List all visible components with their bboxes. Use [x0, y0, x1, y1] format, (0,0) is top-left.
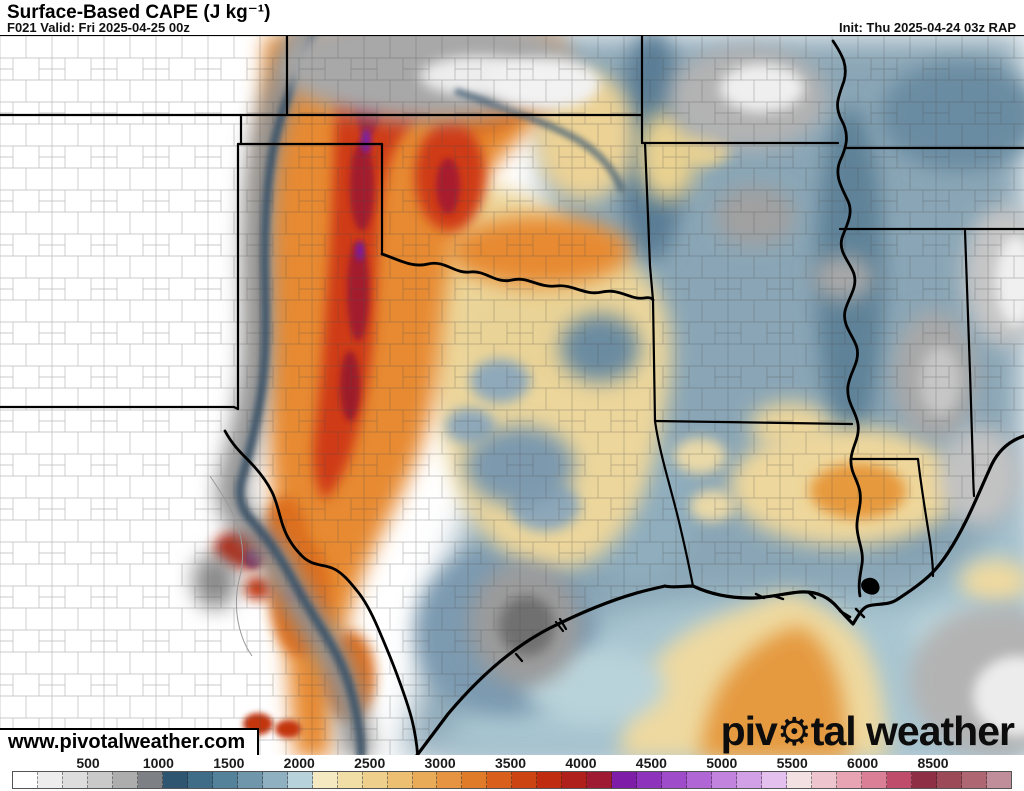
colorbar-cell [13, 772, 38, 788]
colorbar-cell [462, 772, 488, 788]
colorbar-cell [212, 772, 238, 788]
colorbar-cell [612, 772, 638, 788]
map-panel: www.pivotalweather.com piv⚙tal weather [0, 35, 1024, 757]
logo-text-suffix: tal weather [810, 708, 1015, 754]
colorbar-tick-label: 5500 [776, 755, 808, 771]
colorbar-tick-label: 2500 [354, 755, 386, 771]
colorbar-cell [162, 772, 188, 788]
colorbar-cell [787, 772, 812, 788]
header: Surface-Based CAPE (J kg⁻¹) F021 Valid: … [0, 0, 1024, 35]
colorbar-cell [337, 772, 363, 788]
colorbar-cell [112, 772, 138, 788]
colorbar-cell [237, 772, 263, 788]
forecast-valid-label: F021 Valid: Fri 2025-04-25 00z [7, 20, 190, 35]
colorbar-cell [137, 772, 163, 788]
colorbar-cell [512, 772, 538, 788]
colorbar-cell [986, 772, 1011, 788]
weather-map [0, 36, 1024, 756]
colorbar-cell [886, 772, 912, 788]
colorbar-cell [262, 772, 288, 788]
rivers [223, 39, 864, 756]
colorbar-cell [662, 772, 688, 788]
colorbar-cell [487, 772, 513, 788]
colorbar-tick-label: 5000 [706, 755, 738, 771]
colorbar-cell [62, 772, 88, 788]
colorbar-tick-label: 3000 [424, 755, 456, 771]
colorbar-cell [587, 772, 613, 788]
watermark: www.pivotalweather.com [0, 728, 260, 756]
colorbar-tick-label: 8500 [917, 755, 949, 771]
mississippi-river [831, 39, 864, 598]
colorbar-cell [687, 772, 713, 788]
gear-icon: ⚙ [776, 710, 812, 755]
page-title: Surface-Based CAPE (J kg⁻¹) [7, 2, 271, 23]
colorbar-cell [187, 772, 213, 788]
mexico-border [209, 475, 253, 657]
colorbar-tick-label: 500 [76, 755, 100, 771]
colorbar-cell [87, 772, 113, 788]
colorbar-cell [712, 772, 738, 788]
colorbar-tick-label: 6000 [847, 755, 879, 771]
colorbar-cell [911, 772, 937, 788]
colorbar-cell [762, 772, 788, 788]
colorbar-cell [961, 772, 987, 788]
colorbar-cell [412, 772, 438, 788]
colorbar-cell [637, 772, 663, 788]
colorbar-tick-label: 1500 [213, 755, 245, 771]
colorbar-cell [537, 772, 563, 788]
model-init-label: Init: Thu 2025-04-24 03z RAP [839, 20, 1016, 35]
colorbar-cell [362, 772, 388, 788]
colorbar-cell [387, 772, 413, 788]
red-river [380, 252, 655, 302]
colorbar-tick-label: 4000 [565, 755, 597, 771]
coastline [414, 434, 1024, 756]
colorbar-cell [437, 772, 463, 788]
colorbar-cell [37, 772, 63, 788]
colorbar-cell [861, 772, 887, 788]
colorbar-cell [936, 772, 962, 788]
colorbar-tick-label: 4500 [635, 755, 667, 771]
colorbar-cell [312, 772, 338, 788]
colorbar-cell [812, 772, 837, 788]
colorbar-tick-label: 1000 [142, 755, 174, 771]
colorbar-tick-label: 2000 [283, 755, 315, 771]
state-borders [0, 36, 1024, 588]
colorbar-cell [737, 772, 763, 788]
colorbar-cell [836, 772, 862, 788]
colorbar-cell [562, 772, 588, 788]
pivotal-weather-logo: piv⚙tal weather [720, 708, 1015, 755]
rio-grande [223, 429, 420, 756]
colorbar-cell [287, 772, 313, 788]
colorbar-tick-label: 3500 [494, 755, 527, 771]
logo-text-prefix: piv [720, 708, 778, 754]
colorbar-ticks: 500 1000 1500 2000 2500 3000 3500 4000 4500 5000 5… [0, 755, 1024, 771]
colorbar [12, 771, 1012, 789]
